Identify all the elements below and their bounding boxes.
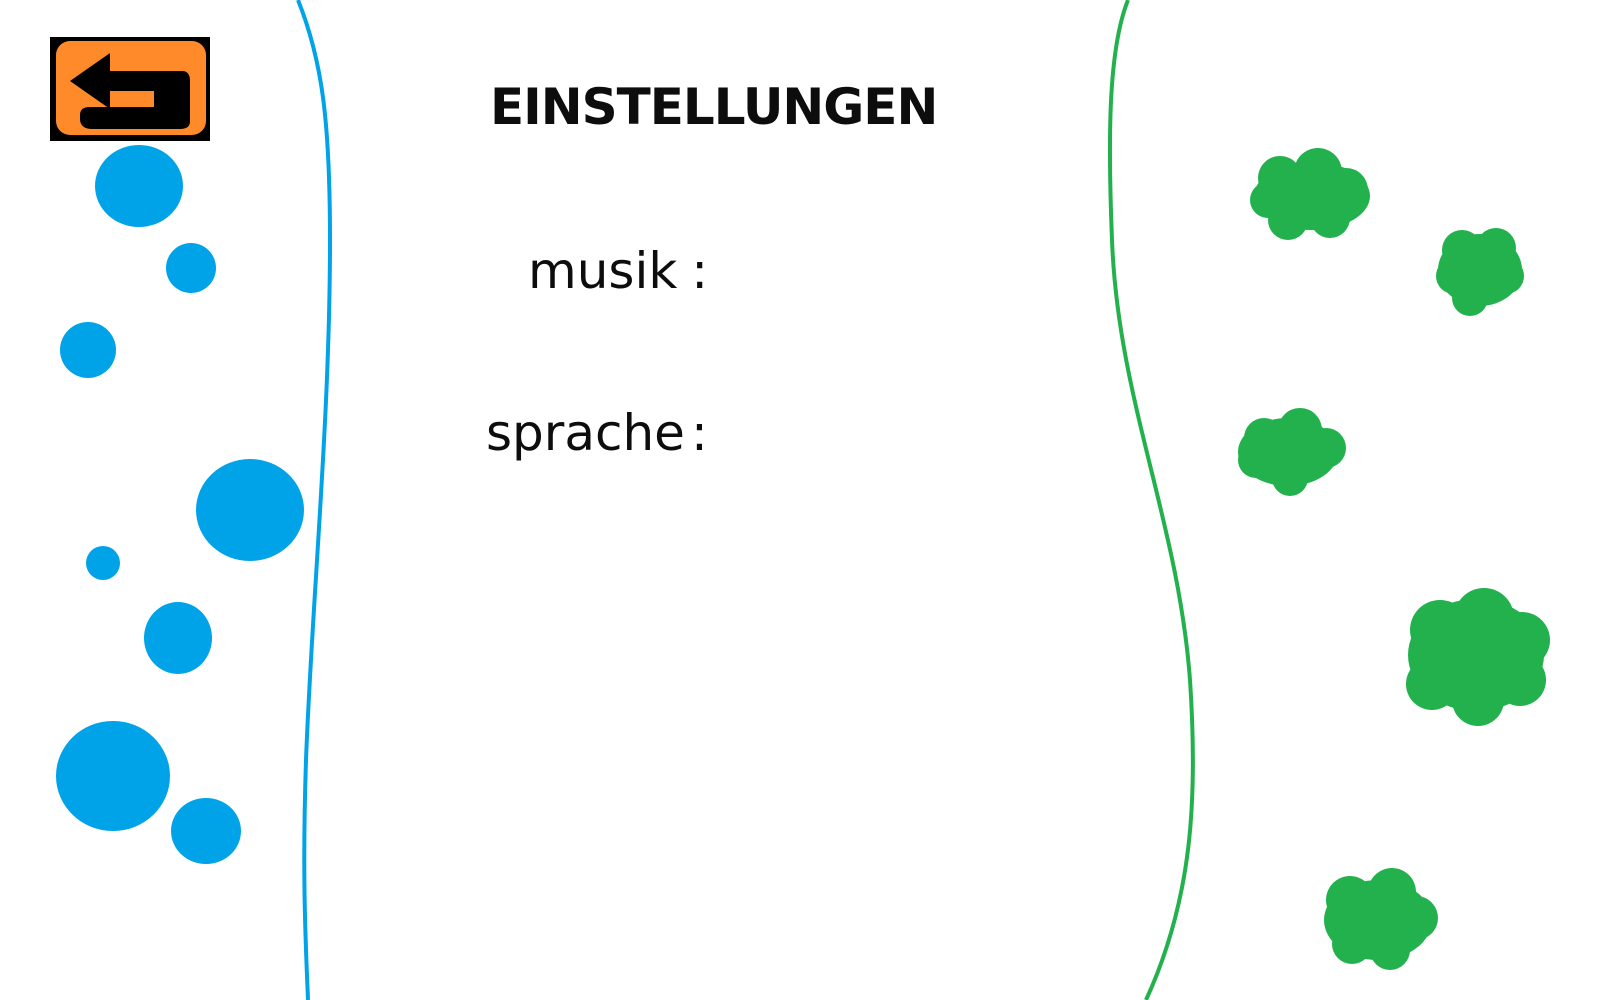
- right-grass-border: [1107, 0, 1195, 1000]
- bubble: [166, 243, 216, 293]
- bubble: [95, 145, 183, 227]
- bubble: [60, 322, 116, 378]
- setting-language[interactable]: sprache:: [486, 404, 708, 462]
- bubble: [56, 721, 170, 831]
- bubble: [171, 798, 241, 864]
- bush: [1238, 408, 1346, 496]
- bubble: [144, 602, 212, 674]
- bush: [1250, 148, 1370, 240]
- bush: [1436, 228, 1524, 316]
- bush: [1324, 868, 1438, 970]
- language-separator: :: [690, 404, 708, 462]
- music-separator: :: [691, 242, 709, 300]
- bush: [1406, 588, 1550, 726]
- bubble: [196, 459, 304, 561]
- return-arrow-icon: [50, 37, 210, 141]
- music-label: musik: [528, 242, 678, 300]
- green-bushes: [1238, 148, 1550, 970]
- language-label: sprache: [486, 404, 685, 462]
- water-bubbles: [56, 145, 304, 864]
- setting-music[interactable]: musik:: [528, 242, 708, 300]
- left-water-border: [296, 0, 333, 1000]
- bubble: [86, 546, 120, 580]
- page-title: EINSTELLUNGEN: [490, 78, 938, 136]
- back-button[interactable]: [50, 37, 210, 141]
